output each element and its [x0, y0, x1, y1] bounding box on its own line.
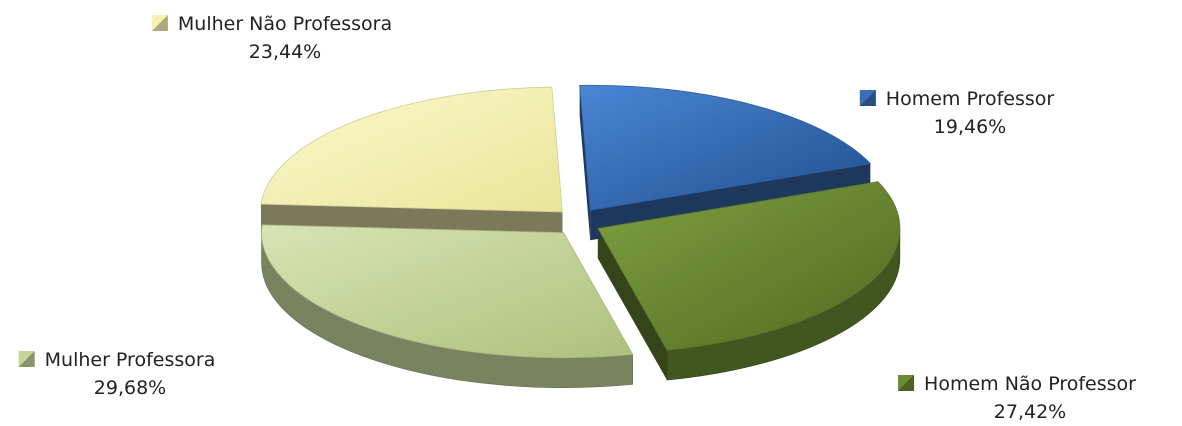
pie-label-1: Homem Não Professor 27,42% [924, 373, 1136, 423]
pie-label-value-2: 29,68% [94, 377, 166, 399]
legend-marker-1 [898, 375, 915, 391]
pie-label-3: Mulher Não Professora 23,44% [178, 13, 392, 63]
pie-slice-wall-1-1 [597, 228, 668, 381]
pie-label-name-3: Mulher Não Professora [178, 13, 392, 35]
pie-slice-2[interactable] [261, 224, 634, 359]
legend-marker-0 [859, 90, 876, 106]
pie-label-value-1: 27,42% [994, 401, 1066, 423]
legend-marker-2 [18, 351, 35, 367]
pie-label-name-0: Homem Professor [886, 88, 1055, 110]
pie-slice-wall-0-0 [579, 85, 591, 241]
pie-label-name-1: Homem Não Professor [924, 373, 1136, 395]
pie-slice-1[interactable] [597, 181, 901, 351]
pie-label-name-2: Mulher Professora [45, 349, 216, 371]
pie-slice-0[interactable] [579, 84, 872, 211]
pie-slice-3[interactable] [260, 86, 563, 213]
pie-label-value-3: 23,44% [249, 41, 321, 63]
legend-marker-3 [151, 15, 168, 31]
pie-label-2: Mulher Professora 29,68% [45, 349, 216, 399]
pie-labels: Homem Professor 19,46% Homem Não Professor… [18, 13, 1136, 423]
pie-tops [260, 84, 901, 359]
pie-label-0: Homem Professor 19,46% [886, 88, 1055, 138]
pie-label-value-0: 19,46% [934, 116, 1006, 138]
